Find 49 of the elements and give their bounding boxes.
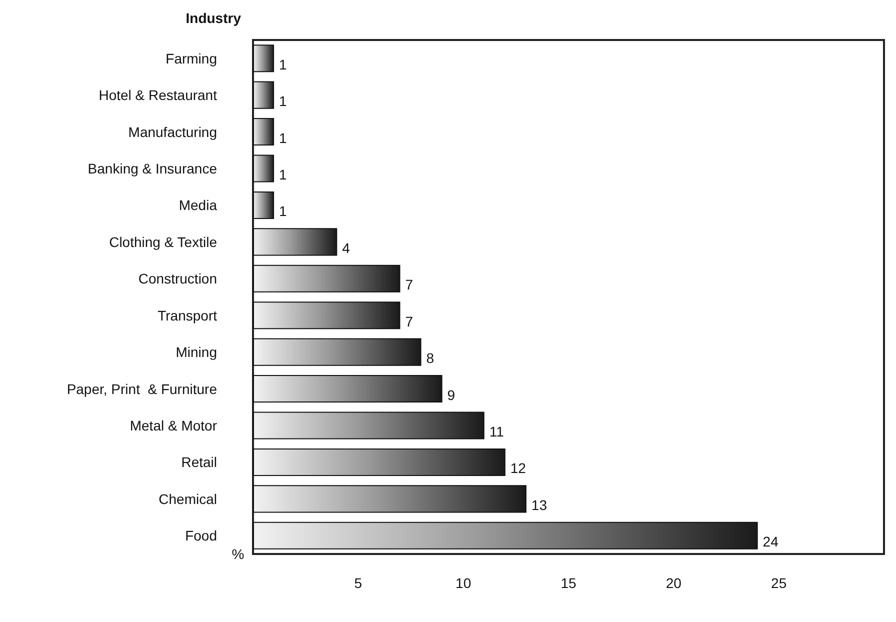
y-tick-label: Banking & Insurance [88, 160, 218, 176]
y-tick-label: Manufacturing [128, 124, 217, 140]
x-axis-title: % [232, 546, 244, 562]
data-label: 7 [405, 313, 414, 330]
bar [253, 191, 274, 219]
bar [253, 338, 422, 366]
data-label: 1 [279, 203, 288, 220]
x-tick-label: 25 [771, 575, 787, 591]
data-label: 8 [426, 350, 434, 366]
y-tick-label: Food [185, 528, 217, 544]
bar [253, 118, 274, 146]
bar [253, 264, 400, 292]
data-label: 12 [510, 460, 526, 476]
x-tick-label: 5 [354, 575, 362, 591]
x-tick-label: 20 [666, 575, 682, 591]
data-label: 24 [762, 534, 779, 550]
x-tick-label: 10 [456, 575, 472, 591]
bar [253, 375, 442, 403]
y-tick-label: Metal & Motor [130, 418, 218, 434]
y-axis-title: Industry [186, 10, 242, 26]
bar [253, 302, 400, 330]
y-tick-label: Paper, Print & Furniture [66, 380, 218, 397]
y-tick-label: Construction [138, 270, 217, 287]
bar [253, 81, 274, 109]
y-tick-label: Mining [176, 344, 217, 360]
data-label: 4 [342, 240, 350, 256]
data-label: 9 [447, 386, 456, 403]
y-tick-label: Hotel & Restaurant [98, 87, 218, 104]
data-label: 1 [279, 166, 288, 182]
bar [253, 485, 526, 513]
data-label: 1 [279, 93, 288, 110]
bar [253, 522, 758, 550]
data-label: 1 [279, 130, 288, 146]
data-label: 1 [279, 56, 288, 72]
data-label: 11 [489, 424, 504, 440]
y-tick-label: Chemical [158, 490, 217, 507]
bar [253, 154, 274, 182]
y-tick-label: Transport [158, 307, 218, 324]
bar [253, 412, 484, 440]
data-label: 7 [405, 276, 414, 293]
bar [253, 44, 274, 72]
y-tick-label: Media [178, 197, 218, 214]
y-tick-label: Clothing & Textile [109, 234, 218, 250]
y-tick-label: Farming [166, 50, 217, 66]
bar [253, 448, 506, 476]
x-tick-label: 15 [560, 575, 576, 591]
data-label: 13 [531, 496, 548, 513]
y-tick-label: Retail [181, 454, 217, 470]
bar [253, 228, 338, 256]
